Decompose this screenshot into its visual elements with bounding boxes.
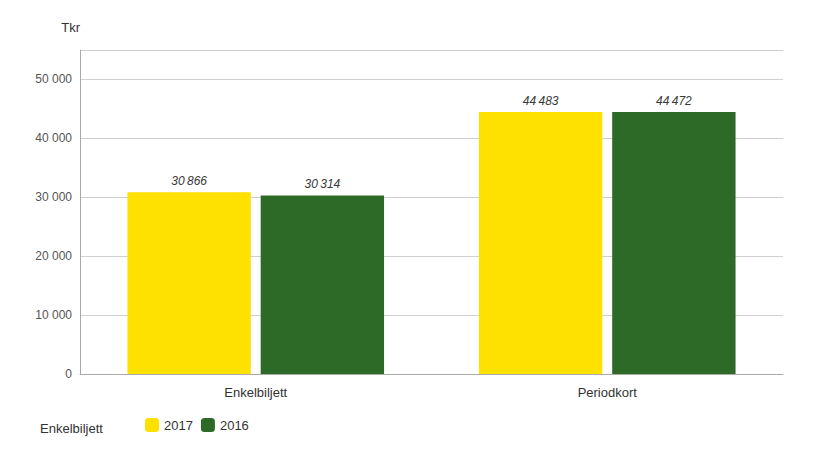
svg-text:10 000: 10 000: [35, 308, 72, 322]
svg-text:0: 0: [65, 367, 72, 381]
svg-text:30 866: 30 866: [171, 174, 207, 188]
svg-text:2017: 2017: [164, 418, 193, 433]
svg-text:20 000: 20 000: [35, 249, 72, 263]
svg-text:Tkr: Tkr: [61, 20, 80, 35]
svg-text:Enkelbiljett: Enkelbiljett: [40, 421, 103, 436]
svg-text:30 314: 30 314: [304, 177, 340, 191]
svg-text:44 483: 44 483: [523, 94, 559, 108]
svg-text:44 472: 44 472: [656, 94, 692, 108]
svg-text:30 000: 30 000: [35, 190, 72, 204]
svg-text:Periodkort: Periodkort: [578, 385, 638, 400]
svg-text:2016: 2016: [220, 418, 249, 433]
svg-text:40 000: 40 000: [35, 131, 72, 145]
svg-text:50 000: 50 000: [35, 72, 72, 86]
svg-text:Enkelbiljett: Enkelbiljett: [224, 385, 287, 400]
